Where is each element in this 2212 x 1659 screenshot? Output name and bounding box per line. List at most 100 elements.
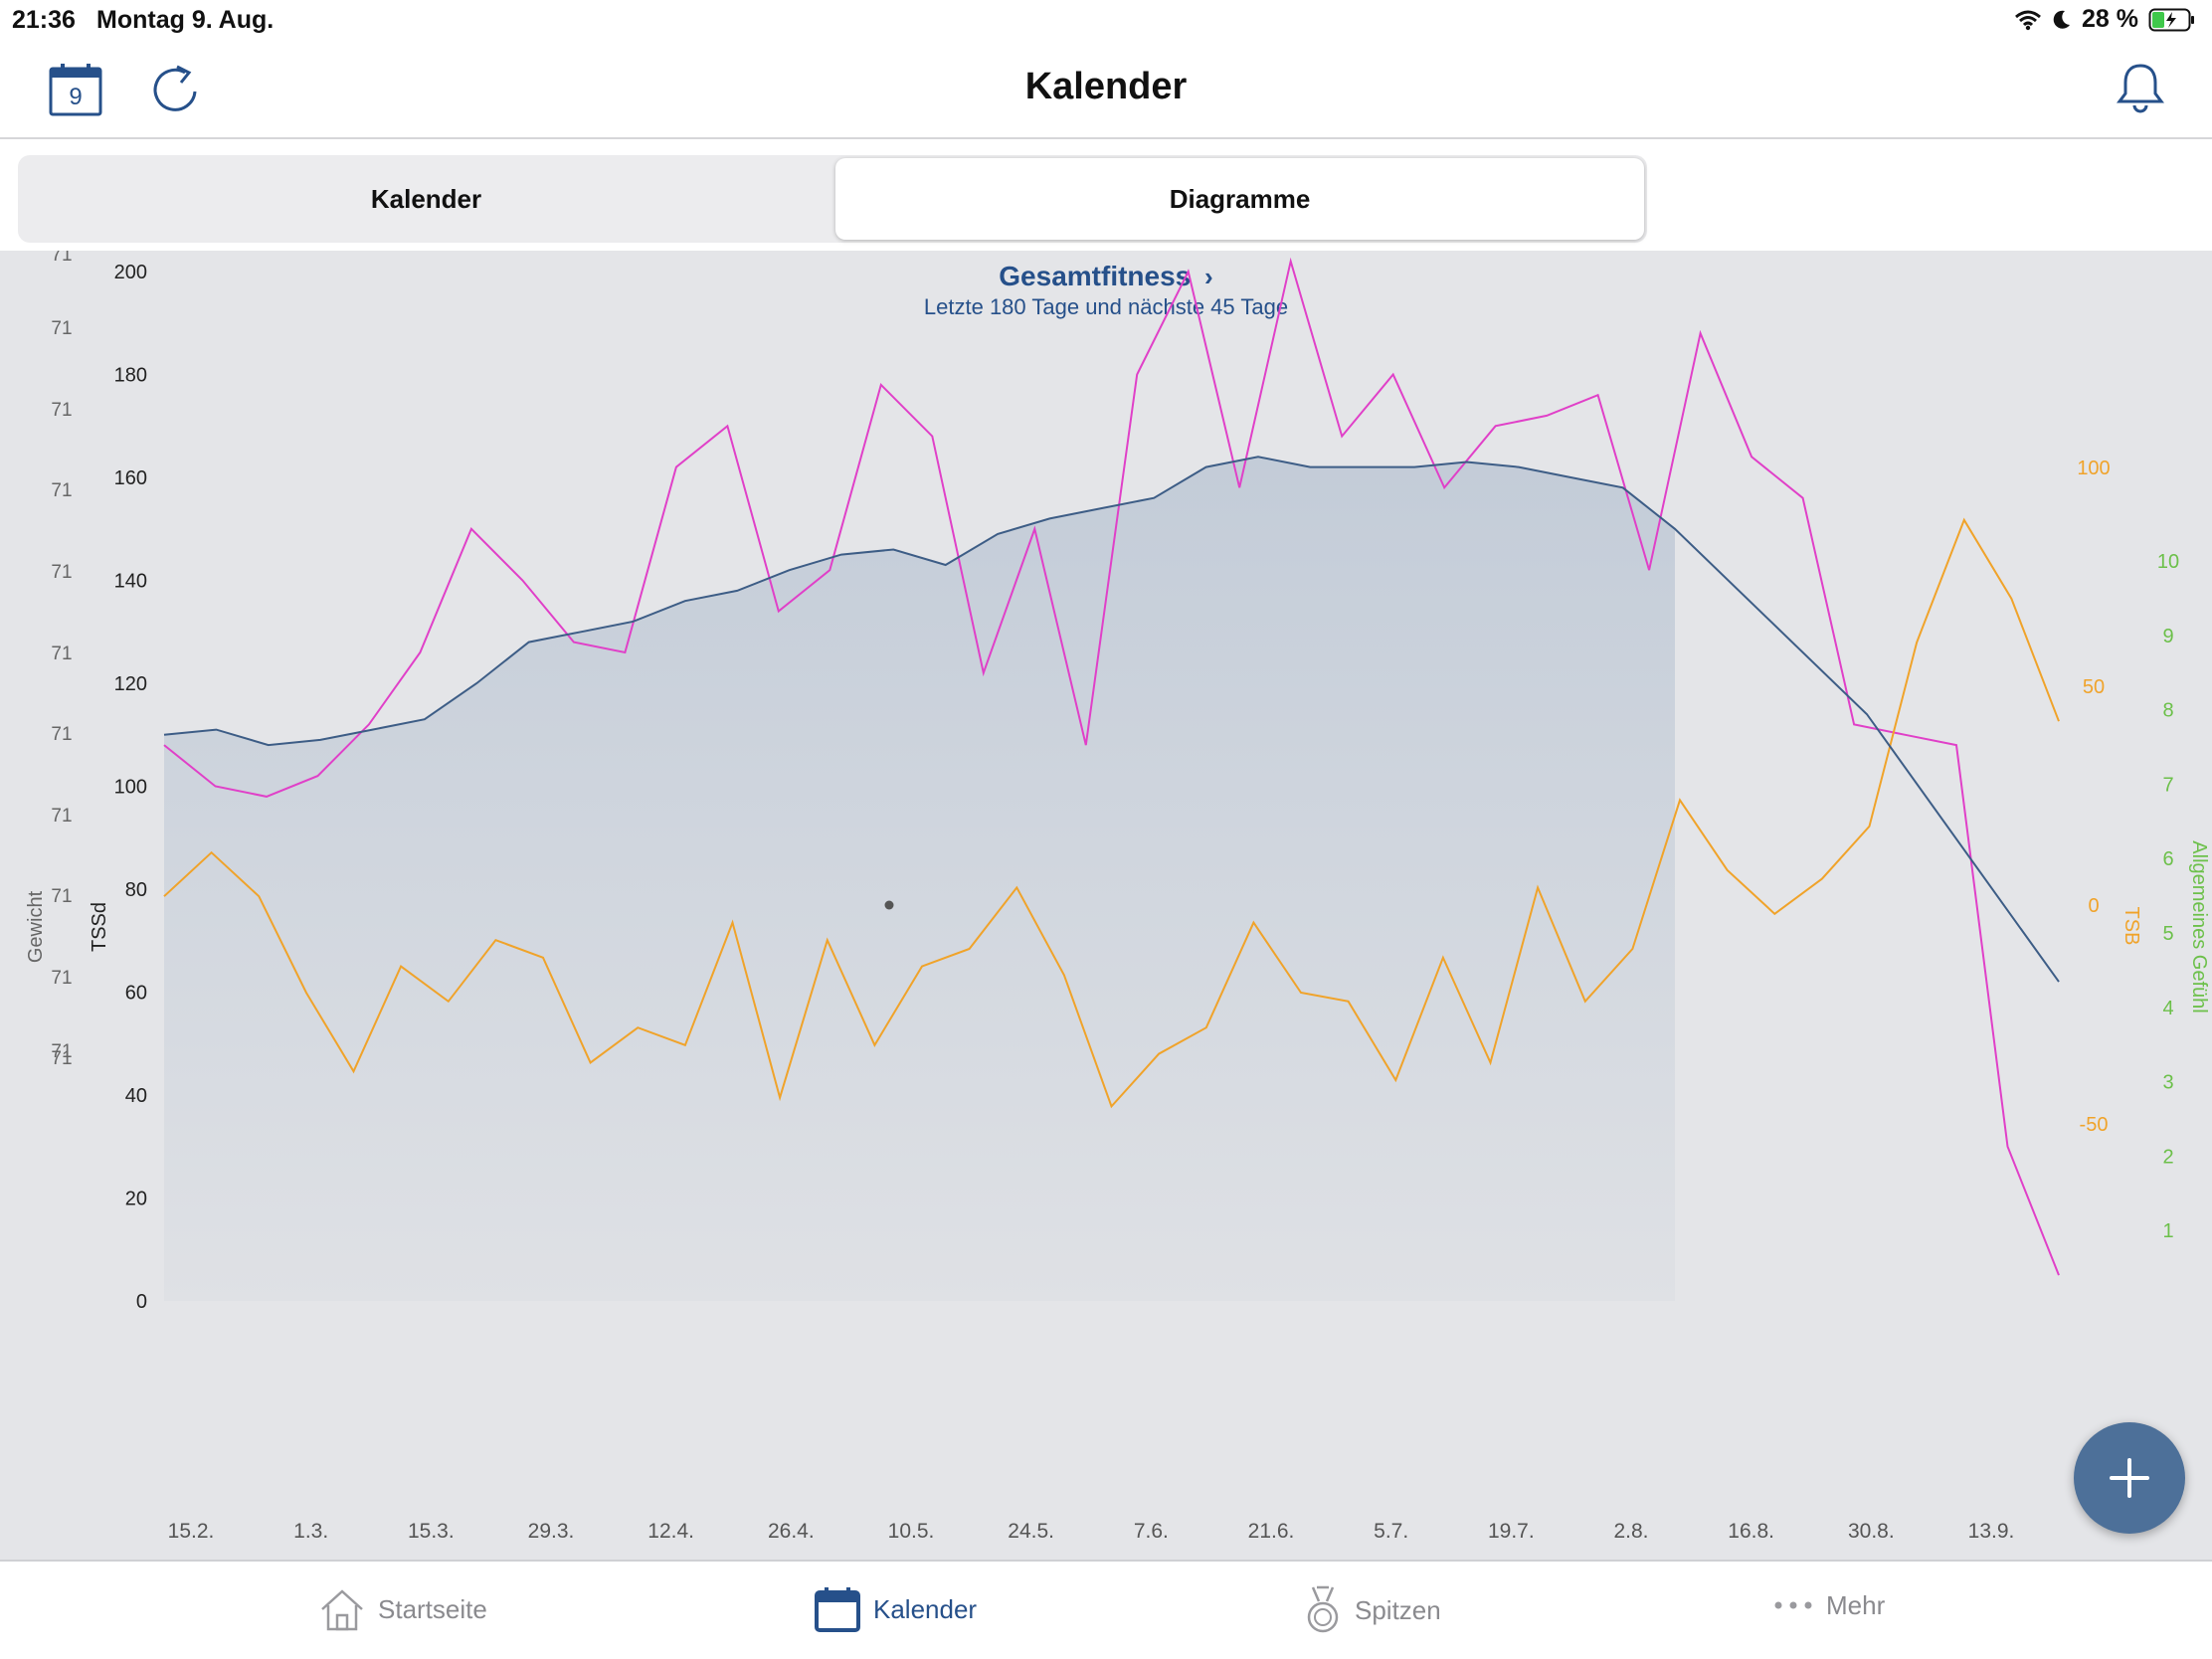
x-tick-label: 24.5. [1008, 1520, 1054, 1543]
tsb-series-line [163, 517, 2060, 1109]
calendar-day-number: 9 [69, 84, 83, 110]
tab-mehr-label: Mehr [1826, 1589, 1886, 1620]
tssd-axis-label: TSSd [89, 902, 110, 952]
add-button[interactable] [2074, 1422, 2185, 1534]
ctl-series-line [163, 456, 2060, 983]
gefuehl-tick-label: 9 [2162, 626, 2173, 647]
x-tick-label: 15.2. [168, 1520, 215, 1543]
atl-series-line [163, 257, 2060, 1276]
gewicht-tick-label: 71 [51, 806, 72, 827]
ctl-area-fill [164, 457, 1675, 1301]
plus-icon [2110, 1458, 2149, 1498]
tab-kalender[interactable]: Kalender [370, 183, 482, 214]
gewicht-tick-label: 71 [51, 480, 72, 501]
x-tick-label: 10.5. [888, 1520, 935, 1543]
moon-icon [2053, 10, 2071, 29]
gewicht-tick-label: 71 [51, 886, 72, 907]
gefuehl-tick-label: 7 [2162, 774, 2173, 796]
gefuehl-data-point [884, 900, 894, 910]
home-icon [321, 1589, 363, 1631]
status-right: 28 % [2014, 5, 2196, 34]
gewicht-tick-label: 71 [51, 251, 72, 266]
x-tick-label: 2.8. [1613, 1520, 1648, 1543]
tssd-tick-label: 200 [114, 262, 147, 283]
battery-icon [2148, 8, 2194, 31]
gewicht-tick-label: 71 [51, 968, 72, 989]
gefuehl-axis-label: Allgemeines Gefühl [2188, 840, 2210, 1013]
gefuehl-tick-label: 1 [2162, 1220, 2173, 1242]
tab-spitzen[interactable]: Spitzen [1303, 1585, 1441, 1635]
gefuehl-tick-label: 8 [2162, 700, 2173, 722]
gewicht-tick-label: 71 [51, 562, 72, 583]
tab-startseite[interactable]: Startseite [318, 1585, 487, 1633]
nav-bar: 9 Kalender [0, 40, 2212, 139]
tsb-tick-label: 0 [2088, 895, 2099, 917]
tsb-tick-label: -50 [2080, 1114, 2109, 1136]
gewicht-axis-label: Gewicht [25, 890, 47, 963]
gewicht-tick-label: 71 [51, 644, 72, 664]
tssd-tick-label: 80 [125, 879, 147, 901]
gewicht-tick-label: 71 [51, 1041, 72, 1062]
x-tick-label: 30.8. [1848, 1520, 1895, 1543]
status-time: 21:36 [12, 6, 76, 34]
more-icon [1774, 1601, 1812, 1609]
chevron-right-icon: › [1204, 262, 1213, 291]
tab-kalender-bottom[interactable]: Kalender [814, 1585, 977, 1633]
tssd-tick-label: 180 [114, 365, 147, 387]
calendar-today-button[interactable]: 9 [48, 62, 103, 117]
gefuehl-tick-label: 4 [2162, 998, 2173, 1019]
tab-kalender-label: Kalender [873, 1593, 978, 1624]
x-tick-label: 26.4. [768, 1520, 815, 1543]
gewicht-tick-label: 71 [51, 724, 72, 745]
page-title: Kalender [1024, 66, 1188, 107]
gewicht-tick-label: 71 [51, 400, 72, 421]
gewicht-tick-label: 71 [51, 1048, 72, 1069]
tssd-tick-label: 120 [114, 673, 147, 695]
tssd-tick-label: 20 [125, 1189, 147, 1210]
gefuehl-tick-label: 10 [2157, 551, 2179, 573]
tssd-tick-label: 40 [125, 1085, 147, 1107]
x-tick-label: 29.3. [528, 1520, 575, 1543]
tab-startseite-label: Startseite [378, 1593, 487, 1624]
wifi-icon [2015, 10, 2041, 30]
medal-icon [1307, 1585, 1339, 1633]
fitness-chart[interactable]: 7171717171717171717171710204060801001201… [0, 251, 2212, 1560]
chart-title-text: Gesamtfitness [999, 261, 1192, 291]
gefuehl-tick-label: 2 [2162, 1146, 2173, 1168]
x-tick-label: 19.7. [1488, 1520, 1535, 1543]
tsb-tick-label: 100 [2077, 458, 2110, 479]
chart-title[interactable]: Gesamtfitness › [0, 261, 2212, 292]
x-tick-label: 16.8. [1728, 1520, 1774, 1543]
x-tick-label: 21.6. [1248, 1520, 1295, 1543]
x-tick-label: 5.7. [1374, 1520, 1408, 1543]
tab-mehr[interactable]: Mehr [1772, 1585, 1885, 1625]
tssd-tick-label: 160 [114, 467, 147, 489]
tab-bar: Startseite Kalender Spitzen Mehr [0, 1560, 2212, 1659]
tab-spitzen-label: Spitzen [1355, 1594, 1441, 1625]
chart-subtitle: Letzte 180 Tage und nächste 45 Tage [923, 294, 1289, 319]
x-tick-label: 15.3. [408, 1520, 455, 1543]
gefuehl-tick-label: 5 [2162, 923, 2173, 945]
segmented-control: Kalender Diagramme [18, 155, 1647, 243]
status-date: Montag 9. Aug. [96, 6, 275, 34]
x-tick-label: 13.9. [1968, 1520, 2015, 1543]
tab-diagramme[interactable]: Diagramme [835, 158, 1644, 240]
calendar-icon [815, 1587, 860, 1632]
tssd-tick-label: 140 [114, 571, 147, 593]
segment-area: Kalender Diagramme [0, 141, 2212, 251]
calendar-today-icon [49, 64, 102, 116]
notification-bell-icon[interactable] [2113, 60, 2168, 115]
tsb-axis-label: TSB [2120, 907, 2142, 946]
gewicht-tick-label: 71 [51, 318, 72, 339]
chart-area: Gesamtfitness › Letzte 180 Tage und näch… [0, 251, 2212, 1560]
refresh-icon[interactable] [147, 62, 207, 117]
tssd-tick-label: 60 [125, 983, 147, 1005]
gefuehl-tick-label: 6 [2162, 848, 2173, 870]
battery-percent: 28 % [2082, 5, 2138, 33]
tssd-tick-label: 0 [136, 1291, 147, 1313]
x-tick-label: 1.3. [293, 1520, 328, 1543]
tssd-tick-label: 100 [114, 777, 147, 799]
x-tick-label: 12.4. [647, 1520, 694, 1543]
gefuehl-tick-label: 3 [2162, 1072, 2173, 1094]
status-bar: 21:36 Montag 9. Aug. 28 % [0, 0, 2212, 40]
